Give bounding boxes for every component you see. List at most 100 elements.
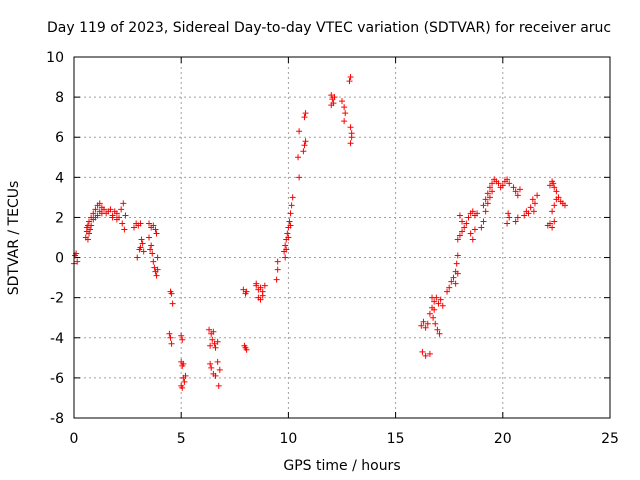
data-point [484,190,491,197]
data-point [210,328,217,335]
data-point [550,180,557,187]
data-point [119,220,126,227]
data-point [504,220,511,227]
data-point [139,240,146,247]
data-point [259,292,266,299]
data-point [525,210,532,217]
data-point [551,218,558,225]
data-point [74,258,81,265]
data-point [432,320,439,327]
data-point [179,336,186,343]
data-point [561,202,568,209]
x-tick-label: 10 [279,431,297,447]
data-point [113,216,120,223]
data-point [426,350,433,357]
data-point [549,208,556,215]
data-point [331,94,338,101]
data-point [471,226,478,233]
data-point [208,364,215,371]
data-point [296,174,303,181]
data-point [286,218,293,225]
data-point [480,202,487,209]
data-point [137,220,144,227]
data-point [302,138,309,145]
data-point [212,372,219,379]
data-point [209,336,216,343]
data-point [101,206,108,213]
y-tick-label: 2 [55,210,64,226]
data-point [273,276,280,283]
data-point [418,322,425,329]
data-point [257,296,264,303]
data-point [435,300,442,307]
data-point [92,206,99,213]
data-point [146,220,153,227]
data-point [453,260,460,267]
data-point [514,192,521,199]
data-point [495,180,502,187]
data-point [288,202,295,209]
data-point [531,200,538,207]
data-point [113,210,120,217]
data-point [444,288,451,295]
data-point [549,224,556,231]
data-point [482,208,489,215]
data-point [478,224,485,231]
data-point [489,188,496,195]
data-point [422,352,429,359]
y-tick-label: 10 [46,50,64,66]
data-point [150,258,157,265]
data-point [168,290,175,297]
data-point [147,246,154,253]
data-point [437,296,444,303]
data-point [154,266,161,273]
data-point [140,248,147,255]
y-tick-label: -6 [50,371,64,387]
data-point [456,212,463,219]
data-point [419,348,426,355]
y-tick-label: 4 [55,170,64,186]
data-point [84,236,91,243]
data-point [94,212,101,219]
data-point [282,242,289,249]
data-point [178,332,185,339]
data-point [181,378,188,385]
data-points [71,74,568,391]
data-point [207,342,214,349]
x-axis-label: GPS time / hours [283,458,400,474]
data-point [341,104,348,111]
data-point [512,218,519,225]
data-point [529,196,536,203]
data-point [150,222,157,229]
data-point [212,344,219,351]
data-point [283,246,290,253]
data-point [287,210,294,217]
data-point [214,338,221,345]
data-point [431,306,438,313]
data-point [439,302,446,309]
x-tick-label: 25 [601,431,619,447]
data-point [107,206,114,213]
data-point [454,236,461,243]
data-point [207,360,214,367]
y-axis-label: SDTVAR / TECUs [6,181,22,296]
data-point [342,110,349,117]
data-point [168,340,175,347]
data-point [431,298,438,305]
data-point [347,74,354,81]
data-point [448,278,455,285]
data-point [138,236,145,243]
data-point [261,282,268,289]
data-point [420,318,427,325]
x-tick-label: 15 [387,431,405,447]
data-point [240,286,247,293]
data-point [295,154,302,161]
chart-title: Day 119 of 2023, Sidereal Day-to-day VTE… [47,20,611,36]
data-point [347,124,354,131]
data-point [463,220,470,227]
data-point [486,194,493,201]
data-point [96,200,103,207]
data-point [136,246,143,253]
data-point [328,92,335,99]
data-point [90,210,97,217]
